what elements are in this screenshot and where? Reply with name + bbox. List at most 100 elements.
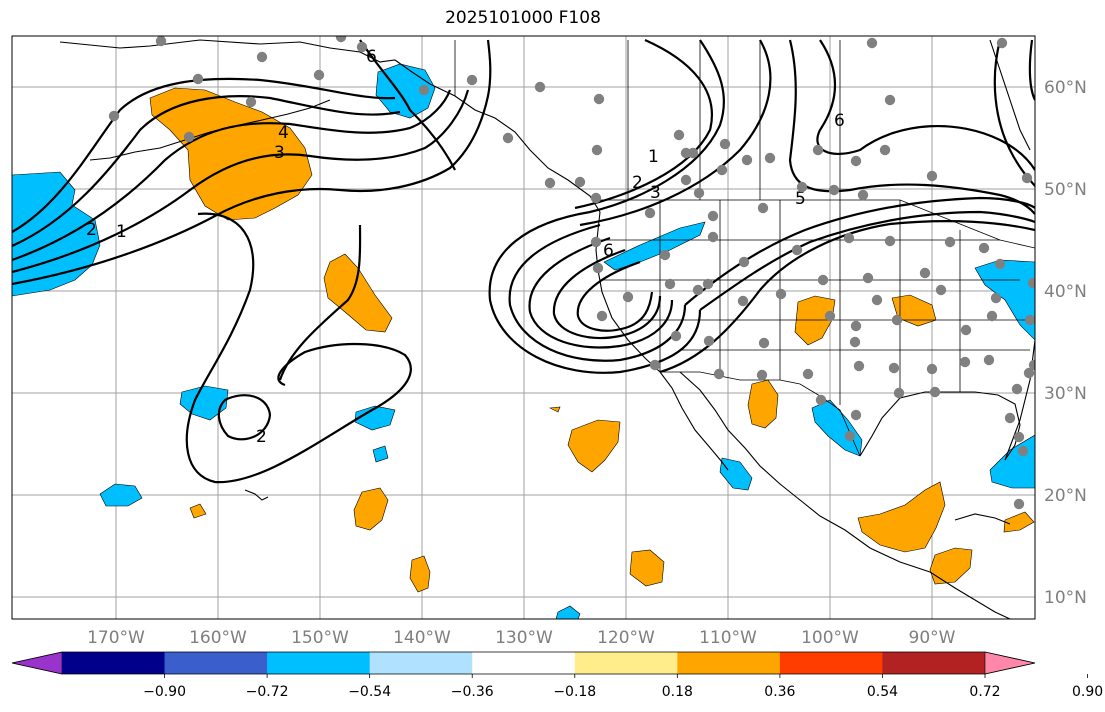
station-marker [680,174,692,186]
alaska-coast [59,39,601,213]
station-marker [703,335,715,347]
station-marker [879,144,891,156]
station-marker [756,369,768,381]
station-marker [649,359,661,371]
colorbar-segment [574,652,678,674]
longitude-labels: 170°W 160°W 150°W 140°W 130°W 120°W 110°W 100°W… [87,628,956,648]
station-marker [857,189,869,201]
station-marker [590,236,602,248]
station-marker [990,292,1002,304]
gulf-coast [859,391,1021,461]
lon-tick-label: 170°W [87,628,145,648]
colorbar-segment [62,652,166,674]
station-marker [796,181,808,193]
contour-label: 2 [256,427,267,447]
contour-line [488,210,702,374]
station-marker [737,295,749,307]
station-marker [996,37,1008,49]
station-marker [644,207,656,219]
east-coast [1004,339,1035,461]
positive-area [857,481,946,553]
station-marker [884,94,896,106]
station-marker [534,81,546,93]
us-west-coast [595,211,661,373]
station-marker [843,232,855,244]
station-marker [592,262,604,274]
station-marker [850,409,862,421]
station-marker [1011,383,1023,395]
station-marker [884,235,896,247]
station-marker [802,368,814,380]
station-marker [994,258,1006,270]
contour-label: 4 [278,123,289,143]
station-marker [888,362,900,374]
negative-area [372,445,389,463]
contour-label: 3 [274,143,285,163]
station-marker [862,272,874,284]
positive-area [149,87,313,221]
colorbar-segment [267,652,371,674]
contour-line [659,220,1035,374]
station-marker [741,154,753,166]
hawaii-islands [244,489,269,501]
station-marker [670,330,682,342]
station-markers [108,36,1035,510]
station-marker [817,274,829,286]
positive-area [567,419,621,473]
lat-tick-label: 60°N [1044,78,1087,98]
contour-line [278,224,362,381]
colorbar-tick-label: −0.36 [451,684,494,700]
station-marker [850,155,862,167]
negative-area [603,221,706,271]
contour-line [12,89,452,262]
station-marker [1027,277,1035,289]
station-marker [702,278,714,290]
lon-tick-label: 120°W [597,628,655,648]
contour-line [589,39,725,214]
station-marker [707,231,719,243]
colorbar-tick-label: −0.18 [553,684,596,700]
station-marker [108,110,120,122]
contour-line [552,248,662,340]
station-marker [713,368,725,380]
station-marker [919,267,931,279]
contour-line [217,394,272,441]
lon-tick-label: 140°W [393,628,451,648]
station-marker [418,84,430,96]
baja-coast [659,371,729,471]
negative-area [555,605,581,619]
station-marker [849,336,861,348]
contour-labels: 6 1 2 3 4 1 2 3 5 6 6 2 [86,47,845,447]
station-marker [738,256,750,268]
station-marker [986,310,998,322]
colorbar-outline [11,651,1036,675]
contour-line [185,212,412,484]
borders [454,40,1035,457]
negative-area [99,483,143,507]
contour-label: 6 [834,111,845,131]
height-contours [12,38,1035,484]
station-marker [687,147,699,159]
colorbar-tick-label: −0.72 [246,684,289,700]
station-marker [664,278,676,290]
colorbar-extend-high [984,651,1036,675]
station-marker [1013,431,1025,443]
contour-line [788,39,1035,215]
station-marker [1024,314,1035,326]
lat-tick-label: 30°N [1044,384,1087,404]
station-marker [693,187,705,199]
caribbean-islands [954,513,1011,525]
station-marker [758,337,770,349]
contour-line [1028,39,1035,101]
station-marker [926,363,938,375]
station-marker [692,284,704,296]
contour-label: 1 [648,147,659,167]
negative-area [354,405,396,431]
contour-label: 2 [86,220,97,240]
station-marker [871,294,883,306]
station-marker [959,356,971,368]
contour-label: 3 [650,183,661,203]
colorbar-segment [779,652,883,674]
positive-area [794,295,836,346]
contour-line [579,39,772,227]
